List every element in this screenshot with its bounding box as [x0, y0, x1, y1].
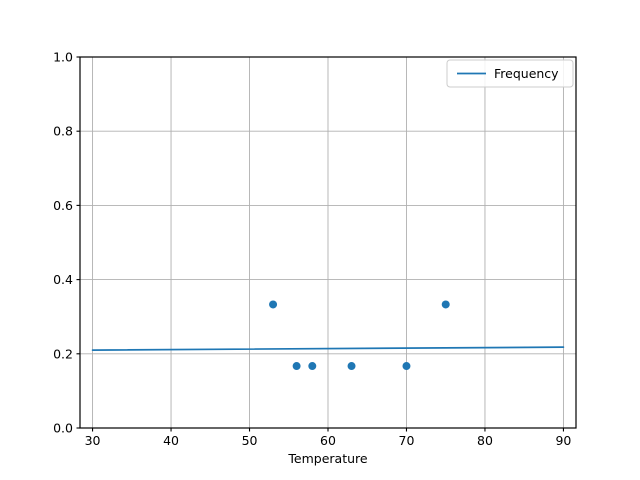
data-point	[441, 300, 450, 309]
chart-legend[interactable]: Frequency	[446, 59, 574, 88]
x-tick-label: 90	[555, 433, 571, 448]
x-tick-label: 40	[163, 433, 179, 448]
y-tick-label: 0.2	[53, 346, 73, 361]
x-tick-label: 30	[85, 433, 101, 448]
legend-label: Frequency	[494, 66, 559, 81]
line-series-group	[91, 346, 565, 351]
data-point	[402, 362, 411, 371]
vertical-gridlines	[92, 57, 564, 428]
y-tick-label: 1.0	[53, 50, 73, 65]
x-tick-label: 50	[242, 433, 258, 448]
y-tick-label: 0.6	[53, 198, 73, 213]
x-tick-label: 60	[320, 433, 336, 448]
y-tick-label: 0.4	[53, 272, 73, 287]
y-axis-ticks: 0.0 0.2 0.4 0.6 0.8 1.0	[53, 50, 80, 436]
data-point	[269, 300, 278, 309]
legend-frame	[446, 59, 574, 88]
x-axis-label: Temperature	[287, 451, 367, 466]
x-tick-label: 80	[477, 433, 493, 448]
scatter-series-group	[269, 300, 450, 371]
data-point	[292, 362, 301, 371]
data-point	[308, 362, 317, 371]
y-tick-label: 0.8	[53, 124, 73, 139]
x-axis-ticks: 30 40 50 60 70 80 90	[85, 428, 571, 448]
line-frequency	[91, 346, 565, 351]
x-tick-label: 70	[399, 433, 415, 448]
y-tick-label: 0.0	[53, 421, 73, 436]
data-point	[347, 362, 356, 371]
